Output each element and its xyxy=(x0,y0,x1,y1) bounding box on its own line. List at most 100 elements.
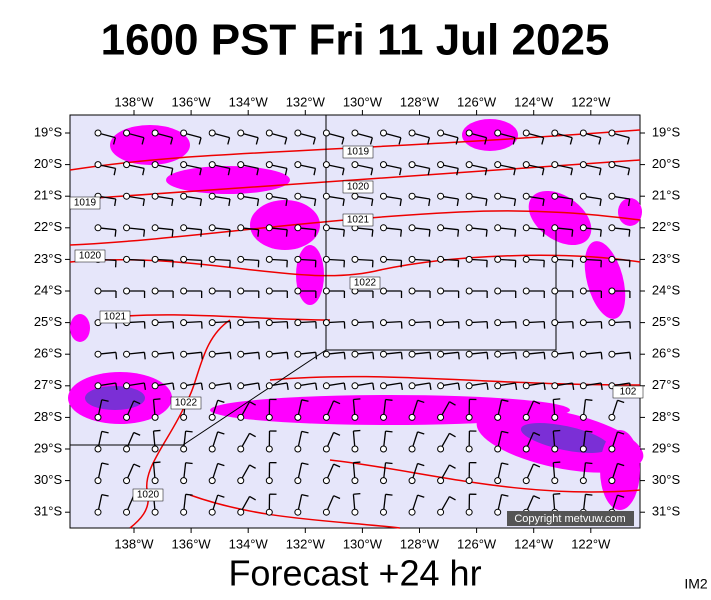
isobar-label: 1019 xyxy=(74,198,97,209)
wind-barb xyxy=(522,161,545,176)
barb-feather xyxy=(172,382,175,390)
isobar-label-box xyxy=(99,310,131,324)
barb-feather xyxy=(142,168,145,176)
wind-barb xyxy=(237,464,256,485)
wind-barb xyxy=(294,382,318,390)
barb-station xyxy=(579,224,587,232)
isobar xyxy=(269,375,641,386)
latitude-label: 29°S xyxy=(34,440,63,455)
barb-station xyxy=(237,350,245,358)
wind-barb xyxy=(608,399,625,421)
barb-station xyxy=(380,382,387,390)
barb-station xyxy=(123,224,131,232)
wind-barb xyxy=(237,192,260,207)
wind-barb xyxy=(151,382,175,390)
wind-barb xyxy=(265,255,288,268)
latitude-label: 24°S xyxy=(652,282,681,297)
wind-barb xyxy=(322,431,341,453)
barb-station xyxy=(437,382,445,390)
wind-barb xyxy=(265,430,277,453)
barb-feather xyxy=(170,168,174,176)
wind-barb xyxy=(180,493,193,516)
barb-station xyxy=(465,129,473,137)
barb-feather xyxy=(256,168,259,176)
wind-barb xyxy=(208,462,225,485)
barb-station xyxy=(465,161,473,169)
barb-station xyxy=(522,129,530,137)
isobar-label: 1022 xyxy=(354,278,377,289)
precip-core xyxy=(520,422,610,454)
wind-barb xyxy=(94,129,117,145)
wind-barb xyxy=(522,431,541,453)
barb-station xyxy=(180,477,188,485)
wind-barb xyxy=(465,129,488,145)
wind-barb xyxy=(465,161,488,176)
wind-barb xyxy=(322,319,346,329)
barb-station xyxy=(465,350,473,358)
barb-feather xyxy=(617,399,625,404)
wind-barb xyxy=(208,192,231,207)
barb-station xyxy=(151,287,159,295)
barb-feather xyxy=(553,461,561,464)
barb-feather xyxy=(543,352,546,360)
barb-feather xyxy=(172,352,175,360)
barb-feather xyxy=(570,198,574,207)
wind-barb xyxy=(265,319,289,329)
wind-barb xyxy=(294,161,317,176)
barb-feather xyxy=(249,464,256,469)
wind-barb xyxy=(294,319,317,329)
barb-feather xyxy=(627,198,631,207)
barb-station xyxy=(237,287,245,295)
barb-station xyxy=(94,224,102,232)
barb-feather xyxy=(142,198,145,207)
barb-feather xyxy=(514,229,517,237)
barb-station xyxy=(437,319,445,327)
barb-station xyxy=(380,287,387,295)
barb-feather xyxy=(301,493,309,497)
barb-feather xyxy=(133,463,141,468)
barb-station xyxy=(522,445,530,453)
barb-feather xyxy=(286,382,289,390)
barb-station xyxy=(237,192,245,200)
wind-barb xyxy=(380,161,402,176)
barb-feather xyxy=(301,462,309,466)
wind-barb xyxy=(351,255,374,268)
barb-station xyxy=(437,508,445,516)
wind-barb xyxy=(437,255,460,268)
barb-station xyxy=(522,161,530,169)
wind-barb xyxy=(465,493,477,516)
barb-station xyxy=(265,255,273,263)
barb-station xyxy=(123,413,131,421)
barb-feather xyxy=(626,137,630,145)
wind-barb xyxy=(380,255,403,268)
wind-barb xyxy=(151,398,161,421)
wind-barb xyxy=(380,319,403,329)
barb-feather xyxy=(198,137,202,145)
barb-feather xyxy=(353,461,361,464)
barb-station xyxy=(208,445,216,453)
wind-barb xyxy=(237,255,260,268)
latitude-label: 31°S xyxy=(34,504,63,519)
wind-barb xyxy=(294,129,316,145)
barb-station xyxy=(608,445,616,453)
barb-station xyxy=(494,413,502,421)
wind-barb xyxy=(123,224,146,237)
barb-station xyxy=(608,161,616,169)
wind-barb xyxy=(380,462,393,485)
wind-barb xyxy=(494,319,517,329)
wind-barb xyxy=(351,461,361,485)
wind-barb xyxy=(494,161,516,176)
barb-station xyxy=(265,382,273,390)
barb-station xyxy=(465,224,473,232)
barb-feather xyxy=(449,464,456,469)
wind-barb xyxy=(551,161,574,176)
barb-station xyxy=(380,192,387,200)
barb-feather xyxy=(217,399,225,404)
barb-feather xyxy=(457,229,460,237)
barb-station xyxy=(180,413,188,421)
latitude-label: 26°S xyxy=(34,346,63,361)
wind-barb xyxy=(380,430,393,453)
barb-station xyxy=(123,192,131,200)
barb-feather xyxy=(512,137,516,145)
